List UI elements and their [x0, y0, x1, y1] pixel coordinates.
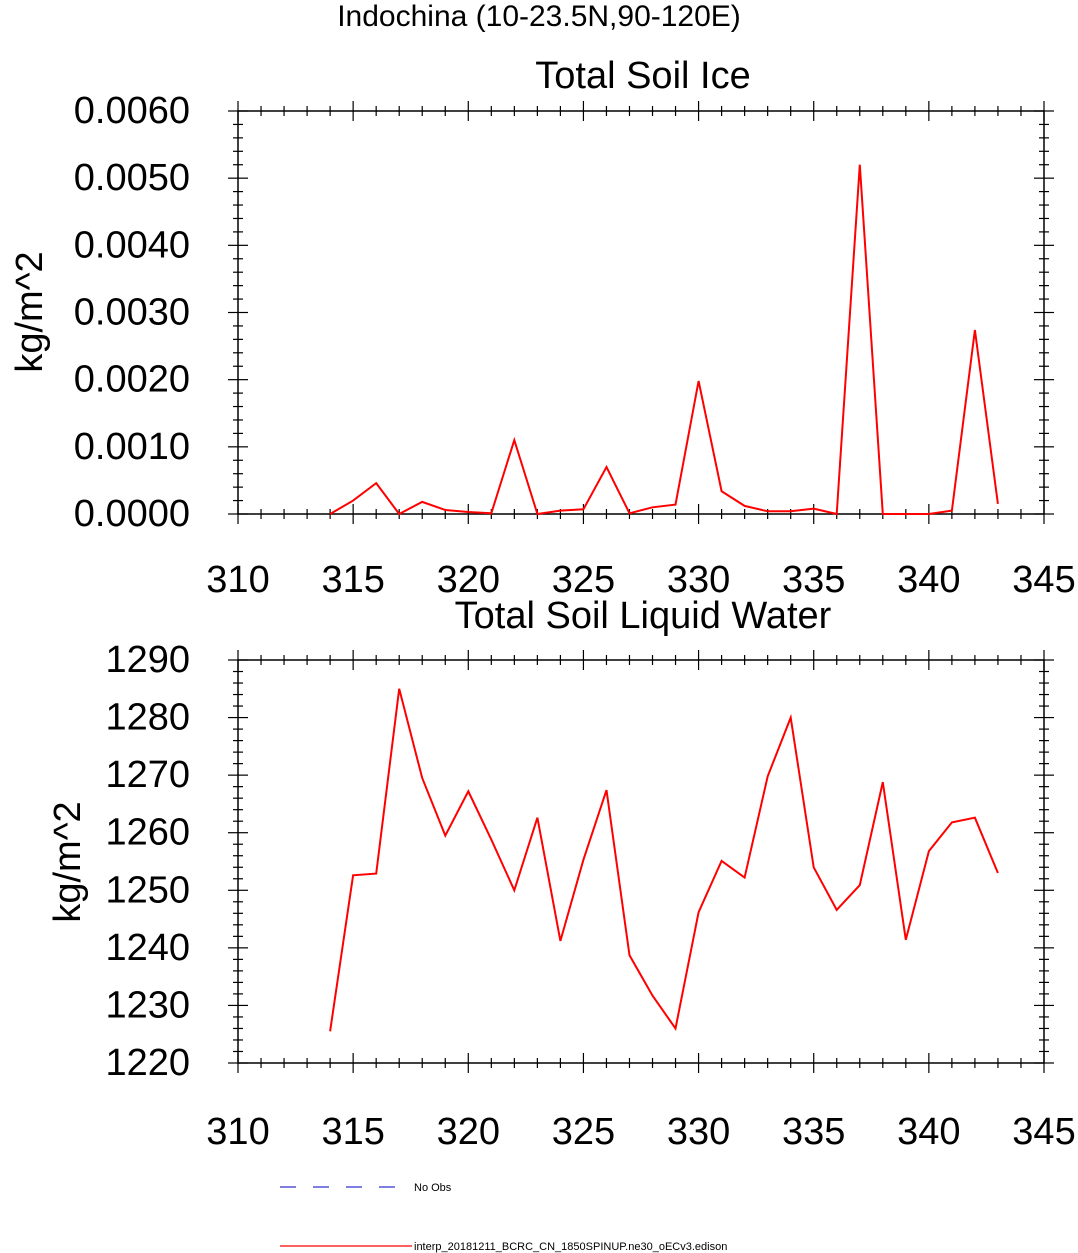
series-line [329, 688, 999, 1032]
panel-total-soil-ice: Total Soil Ice kg/m^2 310 315 320 325 330 335 34… [9, 55, 1076, 601]
legend: No Obs interp_20181211_BCRC_CN_1850SPINU… [280, 1182, 727, 1253]
x-tick-label: 325 [552, 559, 615, 601]
panel-total-soil-liquid-water: Total Soil Liquid Water kg/m^2 310 315 320 32… [47, 595, 1076, 1153]
plot-frame [237, 659, 1045, 1064]
series-line [329, 164, 999, 516]
chart-title: Total Soil Ice [535, 55, 750, 97]
x-tick-label: 330 [667, 559, 730, 601]
y-axis-label: kg/m^2 [9, 251, 51, 372]
y-tick-label: 0.0040 [74, 224, 190, 266]
x-tick-label: 335 [782, 1111, 845, 1153]
y-tick-label: 1230 [105, 984, 190, 1026]
y-tick-label: 0.0020 [74, 359, 190, 401]
y-tick-label: 0.0050 [74, 157, 190, 199]
y-tick-label: 1260 [105, 812, 190, 854]
y-tick-label: 0.0030 [74, 292, 190, 334]
legend-obs-label: No Obs [414, 1182, 452, 1194]
y-tick-label: 1220 [105, 1042, 190, 1084]
x-tick-label: 325 [552, 1111, 615, 1153]
y-tick-label: 1270 [105, 754, 190, 796]
x-tick-label: 315 [321, 1111, 384, 1153]
y-tick-label: 1240 [105, 927, 190, 969]
x-tick-label: 340 [897, 559, 960, 601]
x-tick-label: 310 [206, 559, 269, 601]
x-tick-label: 310 [206, 1111, 269, 1153]
y-tick-label: 1250 [105, 869, 190, 911]
x-tick-label: 340 [897, 1111, 960, 1153]
page-title: Indochina (10-23.5N,90-120E) [337, 0, 741, 33]
y-axis-label: kg/m^2 [47, 801, 89, 922]
y-tick-label: 0.0060 [74, 90, 190, 132]
x-tick-label: 320 [437, 1111, 500, 1153]
y-tick-label: 0.0010 [74, 426, 190, 468]
plot-frame [237, 110, 1045, 515]
y-tick-label: 1290 [105, 639, 190, 681]
legend-model-label: interp_20181211_BCRC_CN_1850SPINUP.ne30_… [414, 1241, 727, 1253]
y-tick-label: 1280 [105, 697, 190, 739]
x-tick-label: 345 [1012, 559, 1075, 601]
y-tick-label: 0.0000 [74, 493, 190, 535]
x-tick-label: 315 [321, 559, 384, 601]
x-tick-label: 335 [782, 559, 845, 601]
x-tick-label: 320 [437, 559, 500, 601]
chart-title: Total Soil Liquid Water [455, 595, 832, 637]
x-tick-label: 330 [667, 1111, 730, 1153]
x-tick-label: 345 [1012, 1111, 1075, 1153]
